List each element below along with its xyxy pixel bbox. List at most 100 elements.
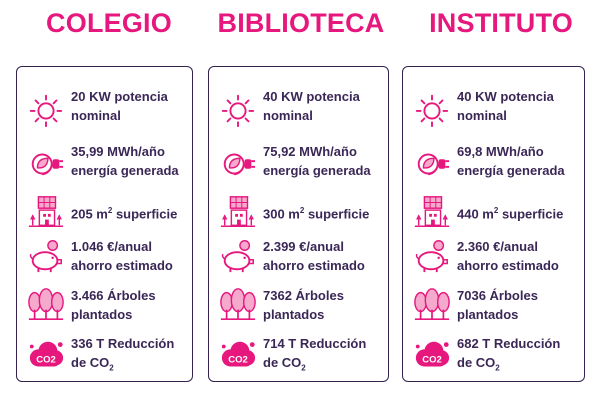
stat-co2: CO2 682 T Reducción de CO2 [403, 335, 584, 377]
column-title: BIBLIOTECA [217, 8, 385, 38]
stat-label: plantados [457, 306, 519, 322]
plug-leaf-icon [413, 145, 451, 183]
stat-potencia: 20 KW potencia nominal [17, 88, 192, 130]
plug-leaf-icon [27, 145, 65, 183]
trees-icon [413, 285, 451, 323]
stat-label: superficie [498, 206, 564, 222]
stat-label: energía generada [71, 162, 179, 178]
trees-icon [27, 285, 65, 323]
stat-label-prefix: de CO [263, 354, 302, 370]
stat-value: 2.360 €/anual [457, 239, 538, 254]
stat-value: 3.466 Árboles [71, 288, 156, 303]
stat-value: 336 T Reducción [71, 336, 175, 351]
stat-label: ahorro estimado [71, 257, 173, 273]
sun-icon [27, 90, 65, 128]
stat-label: plantados [71, 306, 133, 322]
stat-label: de CO2 [71, 354, 174, 378]
stat-co2: CO2 336 T Reducción de CO2 [17, 335, 192, 377]
stat-value: 40 KW potencia [263, 89, 360, 104]
stats-card: 40 KW potencia nominal 75,92 MWh/año ene… [208, 66, 389, 382]
solar-panel-icon [413, 193, 451, 231]
stat-value: 440 m [457, 206, 494, 222]
stat-exponent: 2 [493, 206, 499, 215]
stats-card: 20 KW potencia nominal 35,99 MWh/año ene… [16, 66, 193, 382]
stat-text: 69,8 MWh/año energía generada [457, 143, 565, 180]
sun-icon [413, 90, 451, 128]
stat-arboles: 7036 Árboles plantados [403, 283, 584, 325]
stat-label-prefix: de CO [71, 354, 110, 370]
stat-value: 2.399 €/anual [263, 239, 344, 254]
stat-label: de CO2 [263, 354, 366, 378]
stat-energia: 35,99 MWh/año energía generada [17, 143, 192, 185]
stat-label: superficie [112, 206, 178, 222]
co2-badge-text: CO2 [422, 355, 442, 366]
stat-text: 205 m2 superficie [71, 202, 177, 224]
co2-badge-text: CO2 [36, 355, 56, 366]
stat-value: 35,99 MWh/año [71, 144, 165, 159]
stat-value: 714 T Reducción [263, 336, 367, 351]
stat-ahorro: 2.399 €/anual ahorro estimado [209, 234, 388, 276]
stat-value: 69,8 MWh/año [457, 144, 544, 159]
stat-text: 682 T Reducción de CO2 [457, 335, 560, 378]
stat-label: nominal [263, 107, 313, 123]
stat-energia: 75,92 MWh/año energía generada [209, 143, 388, 185]
stat-subscript: 2 [301, 363, 306, 373]
stat-potencia: 40 KW potencia nominal [209, 88, 388, 130]
solar-panel-icon [27, 193, 65, 231]
stat-co2: CO2 714 T Reducción de CO2 [209, 335, 388, 377]
stat-value: 40 KW potencia [457, 89, 554, 104]
piggy-bank-icon [27, 236, 65, 274]
stat-text: 75,92 MWh/año energía generada [263, 143, 371, 180]
stat-text: 1.046 €/anual ahorro estimado [71, 238, 173, 275]
stat-superficie: 300 m2 superficie [209, 191, 388, 233]
stat-label: energía generada [263, 162, 371, 178]
stat-value: 682 T Reducción [457, 336, 561, 351]
stat-superficie: 205 m2 superficie [17, 191, 192, 233]
co2-cloud-icon: CO2 [219, 337, 257, 375]
stat-text: 336 T Reducción de CO2 [71, 335, 174, 378]
stat-superficie: 440 m2 superficie [403, 191, 584, 233]
stats-card: 40 KW potencia nominal 69,8 MWh/año ener… [402, 66, 585, 382]
stat-value: 7036 Árboles [457, 288, 538, 303]
stat-text: 7036 Árboles plantados [457, 287, 538, 324]
stat-label: nominal [457, 107, 507, 123]
stat-text: 3.466 Árboles plantados [71, 287, 156, 324]
trees-icon [219, 285, 257, 323]
stat-energia: 69,8 MWh/año energía generada [403, 143, 584, 185]
stat-ahorro: 2.360 €/anual ahorro estimado [403, 234, 584, 276]
stat-text: 40 KW potencia nominal [457, 88, 554, 125]
stat-text: 2.360 €/anual ahorro estimado [457, 238, 559, 275]
stat-value: 75,92 MWh/año [263, 144, 357, 159]
stat-value: 20 KW potencia [71, 89, 168, 104]
stat-text: 300 m2 superficie [263, 202, 369, 224]
stat-value: 300 m [263, 206, 300, 222]
co2-cloud-icon: CO2 [413, 337, 451, 375]
column-title: COLEGIO [46, 8, 172, 38]
stat-arboles: 7362 Árboles plantados [209, 283, 388, 325]
stat-subscript: 2 [109, 363, 114, 373]
stat-arboles: 3.466 Árboles plantados [17, 283, 192, 325]
stat-exponent: 2 [299, 206, 305, 215]
stat-value: 7362 Árboles [263, 288, 344, 303]
stat-label: ahorro estimado [263, 257, 365, 273]
stat-label: energía generada [457, 162, 565, 178]
stat-exponent: 2 [107, 206, 113, 215]
stat-potencia: 40 KW potencia nominal [403, 88, 584, 130]
stat-value: 1.046 €/anual [71, 239, 152, 254]
stat-label: superficie [304, 206, 370, 222]
stat-text: 2.399 €/anual ahorro estimado [263, 238, 365, 275]
stat-ahorro: 1.046 €/anual ahorro estimado [17, 234, 192, 276]
stat-text: 7362 Árboles plantados [263, 287, 344, 324]
stat-label: de CO2 [457, 354, 560, 378]
stat-label: plantados [263, 306, 325, 322]
piggy-bank-icon [413, 236, 451, 274]
co2-badge-text: CO2 [228, 355, 248, 366]
stat-text: 40 KW potencia nominal [263, 88, 360, 125]
stat-label: ahorro estimado [457, 257, 559, 273]
stat-label: nominal [71, 107, 121, 123]
sun-icon [219, 90, 257, 128]
column-title: INSTITUTO [429, 8, 573, 38]
piggy-bank-icon [219, 236, 257, 274]
stat-text: 714 T Reducción de CO2 [263, 335, 366, 378]
co2-cloud-icon: CO2 [27, 337, 65, 375]
